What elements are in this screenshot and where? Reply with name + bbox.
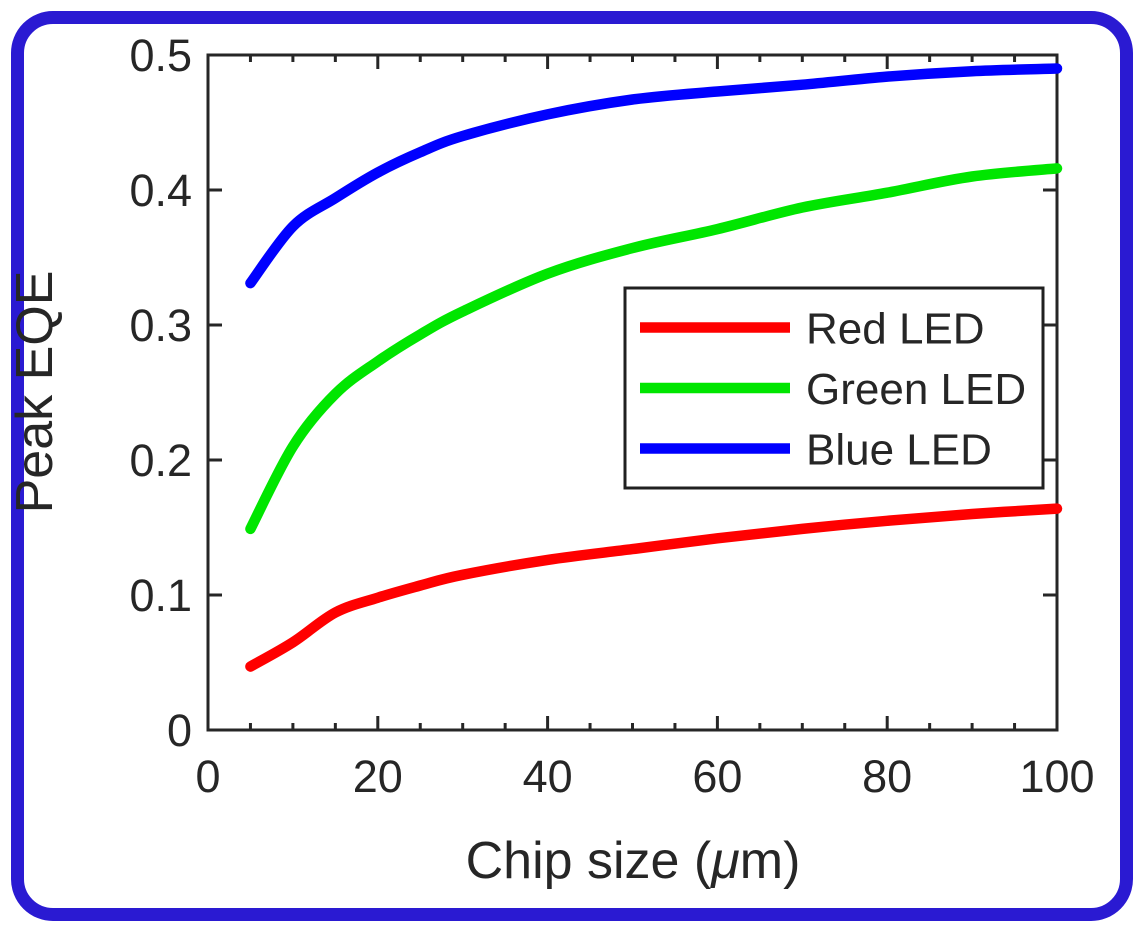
legend-label-green-led: Green LED [806,365,1026,414]
y-axis-label: Peak EQE [6,271,64,514]
y-tick-label: 0.1 [129,570,192,621]
x-tick-label: 0 [195,751,220,802]
y-tick-label: 0.4 [129,165,192,216]
x-axis-label-mu: μ [709,832,740,890]
curve-blue-led [245,63,1063,289]
x-axis-label-post: m) [740,832,801,890]
x-tick-label: 60 [692,751,742,802]
x-axis-label-pre: Chip size ( [466,832,712,890]
x-tick-label: 40 [523,751,573,802]
curve-green-led [245,163,1063,535]
x-tick-label: 80 [862,751,912,802]
x-tick-label: 100 [1019,751,1094,802]
plot-area: 0 20 40 60 80 100 0 0.1 0.2 0.3 0.4 0.5 Red LED Green… [129,30,1094,802]
legend-label-blue-led: Blue LED [806,425,992,474]
y-tick-label: 0.5 [129,30,192,81]
curve-red-led [245,503,1063,672]
y-tick-label: 0.2 [129,435,192,486]
x-axis-label: Chip size (μm) [466,832,801,890]
x-tick-label: 20 [353,751,403,802]
y-tick-label: 0.3 [129,300,192,351]
y-tick-label: 0 [167,705,192,756]
legend-label-red-led: Red LED [806,304,985,353]
